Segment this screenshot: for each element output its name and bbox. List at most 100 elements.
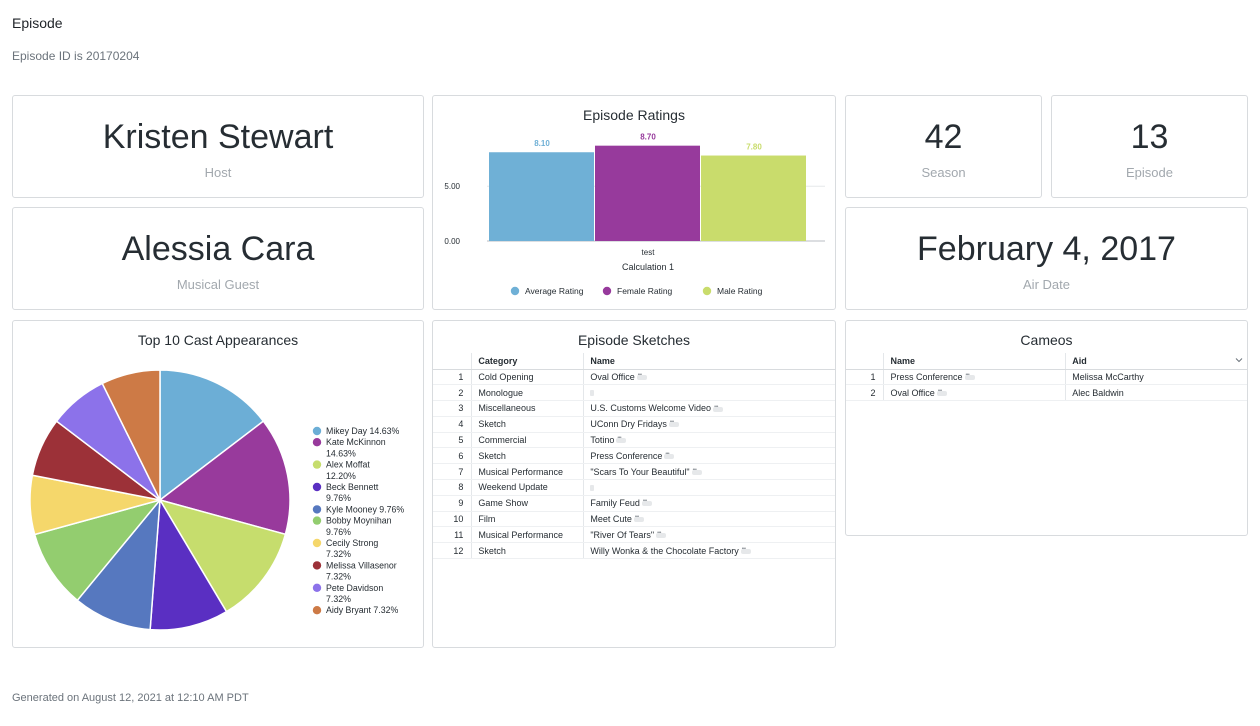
legend-label: Female Rating [617,286,673,296]
aid-cell-text: Alec Baldwin [1072,387,1124,398]
cameo-name-cell: Oval Office [883,384,1067,402]
cameos-header-row: Name Aid [846,353,1247,370]
more-options-icon[interactable] [964,372,975,381]
musical-guest-tile: Alessia Cara Musical Guest [12,207,424,310]
chevron-down-icon[interactable] [1235,356,1243,366]
row-number-text: 6 [458,450,464,461]
more-options-icon[interactable] [633,514,644,523]
more-options-icon[interactable] [740,546,751,554]
more-options-icon[interactable] [656,530,667,538]
episode-sketches-title: Episode Sketches [577,332,691,348]
legend-swatch [312,460,322,469]
pie-slice [158,420,291,536]
category-cell-text: Monologue [478,387,523,398]
season-label: Season [921,165,966,180]
episode-ratings-title: Episode Ratings [583,107,685,123]
episode-id-subtitle: Episode ID is 20170204 [12,49,140,63]
legend-label: Average Rating [525,286,584,296]
aid-cell: Melissa McCarthy [1065,369,1247,386]
more-options-icon[interactable] [668,419,679,428]
category-cell: Sketch [471,416,585,433]
legend-label: 9.76% [326,493,351,503]
row-number: 12 [433,542,473,560]
row-number-text: 12 [453,545,464,556]
table-row[interactable]: 8 Weekend Update [433,479,835,496]
row-number: 1 [846,369,885,386]
musical-guest-label: Musical Guest [176,277,260,292]
sketch-name-cell: Willy Wonka & the Chocolate Factory [583,542,835,560]
aid-cell: Alec Baldwin [1065,384,1247,402]
pie-slice [149,497,228,631]
row-number-header [846,353,885,370]
category-cell: Sketch [471,447,585,465]
sketch-name-cell-text: UConn Dry Fridays [590,419,667,430]
table-row[interactable]: 11 Musical Performance "River Of Tears" [433,526,835,544]
category-cell-text: Film [478,514,496,525]
category-cell: Musical Performance [471,463,585,481]
more-options-icon[interactable] [616,435,627,444]
legend-label: Mikey Day 14.63% [326,426,400,436]
legend-label: 14.63% [326,448,356,458]
table-row[interactable]: 10 Film Meet Cute [433,511,835,528]
table-row[interactable]: 1 Cold Opening Oval Office [433,369,835,386]
row-number: 7 [433,463,473,481]
more-options-icon[interactable] [936,388,947,396]
legend-label: Aidy Bryant 7.32% [326,605,399,615]
legend-label: 7.32% [326,572,351,582]
aid-column-header[interactable]: Aid [1065,353,1247,370]
table-row[interactable]: 2 Monologue [433,384,835,402]
legend-label: Cecily Strong [326,538,378,548]
row-number-text: 9 [458,498,464,509]
row-number: 6 [433,447,473,465]
table-row[interactable]: 5 Commercial Totino [433,432,835,449]
aid-column-label: Aid [1072,355,1087,366]
table-row[interactable]: 1 Press Conference Melissa McCarthy [846,369,1247,386]
episode-sketches-card: Episode Sketches Category Name 1 Cold Ope… [432,320,836,648]
category-column-header[interactable]: Category [471,353,585,370]
row-number-text: 1 [458,371,464,382]
legend-label: Alex Moffat [326,460,370,470]
sketch-name-cell-text: U.S. Customs Welcome Video [590,403,712,414]
table-row[interactable]: 12 Sketch Willy Wonka & the Chocolate Fact… [433,542,835,560]
cast-appearances-title: Top 10 Cast Appearances [137,332,299,348]
sketches-header-row: Category Name [433,353,835,370]
legend-swatch [312,505,322,514]
row-number-text: 11 [454,529,464,540]
more-options-icon[interactable] [713,404,724,412]
category-cell-text: Cold Opening [478,371,534,382]
empty-cell-marker [590,485,595,492]
sketch-name-cell: UConn Dry Fridays [583,416,835,433]
sketch-name-cell-text: Oval Office [590,371,635,382]
table-row[interactable]: 6 Sketch Press Conference [433,447,835,465]
sketch-name-cell-text: Willy Wonka & the Chocolate Factory [590,545,739,556]
legend-swatch [602,286,612,296]
more-options-icon[interactable] [691,467,702,475]
name-column-header[interactable]: Name [583,353,835,370]
table-row[interactable]: 7 Musical Performance "Scars To Your Beaut… [433,463,835,481]
table-row[interactable]: 3 Miscellaneous U.S. Customs Welcome Video [433,400,835,417]
category-cell-text: Sketch [478,450,506,461]
legend-swatch [312,438,322,447]
sketch-name-cell: Family Feud [583,495,835,512]
pie-slice [76,497,161,631]
category-cell-text: Musical Performance [478,529,563,540]
more-options-icon[interactable] [636,372,647,381]
aid-cell-text: Melissa McCarthy [1072,371,1144,382]
more-options-icon[interactable] [641,498,652,507]
sketch-name-cell-text: "River Of Tears" [590,529,655,540]
name-column-header[interactable]: Name [883,353,1067,370]
legend-swatch [312,606,322,615]
row-number-text: 8 [458,482,464,493]
season-value: 42 [924,118,963,156]
table-row[interactable]: 2 Oval Office Alec Baldwin [846,384,1247,402]
category-cell-text: Musical Performance [478,466,563,477]
more-options-icon[interactable] [664,451,675,459]
pie-slice [33,498,163,602]
cameo-name-cell-text: Press Conference [890,371,963,382]
table-row[interactable]: 4 Sketch UConn Dry Fridays [433,416,835,433]
cameos-card: Cameos Name Aid 1 Press Conference Melissa… [845,320,1248,536]
table-row[interactable]: 9 Game Show Family Feud [433,495,835,512]
row-number-text: 2 [870,387,876,398]
category-cell-text: Weekend Update [478,482,548,493]
legend-swatch [312,538,322,548]
